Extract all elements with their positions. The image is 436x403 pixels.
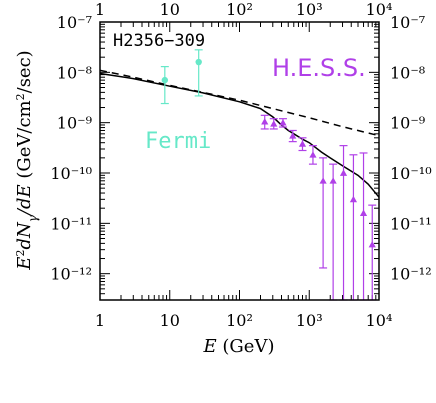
hess-data-point: [339, 169, 348, 176]
x-axis-label: E (GeV): [203, 336, 275, 357]
y-tick-label-left: 10⁻¹²: [50, 265, 92, 284]
x-tick-label-bottom: 10²: [226, 311, 253, 330]
source-label: H2356−309: [113, 31, 205, 51]
y-tick-label-right: 10⁻⁸: [390, 63, 425, 82]
model-curve-solid: [99, 72, 380, 198]
x-tick-label-bottom: 1: [95, 311, 105, 330]
y-tick-label-left: 10⁻⁹: [57, 114, 93, 133]
x-tick-label-top: 10⁴: [366, 0, 393, 19]
hess-data-point: [368, 240, 376, 248]
hess-data-point: [298, 140, 307, 147]
x-tick-label-top: 10: [160, 0, 180, 19]
x-tick-label-bottom: 10⁴: [366, 311, 393, 330]
hess-data-point: [319, 177, 327, 184]
y-tick-label-right: 10⁻¹²: [390, 265, 432, 284]
hess-data-point: [279, 119, 287, 126]
y-tick-label-right: 10⁻¹¹: [390, 214, 432, 233]
y-tick-label-left: 10⁻⁷: [57, 13, 92, 32]
hess-data-point: [359, 209, 368, 216]
fermi-data-point: [195, 58, 202, 66]
y-tick-label-right: 10⁻⁷: [390, 13, 425, 32]
y-tick-label-right: 10⁻¹⁰: [390, 164, 432, 183]
fermi-data-point: [161, 76, 169, 84]
x-tick-label-bottom: 10³: [296, 311, 323, 330]
hess-data-point: [289, 132, 297, 139]
hess-data-point: [309, 151, 317, 158]
y-axis-label: E2dNγ/dE (GeV/cm2/sec): [14, 50, 41, 270]
x-tick-label-top: 10³: [296, 0, 323, 19]
x-tick-label-top: 1: [95, 0, 105, 19]
x-tick-label-bottom: 10: [160, 311, 180, 330]
model-curves: [99, 69, 380, 198]
y-tick-label-right: 10⁻⁹: [390, 114, 426, 133]
axis-ticks: [99, 21, 379, 301]
hess-data-point: [349, 195, 358, 203]
plot-frame: [99, 21, 380, 301]
y-tick-label-left: 10⁻¹⁰: [50, 164, 92, 183]
data-points: [160, 49, 377, 301]
x-tick-label-top: 10²: [226, 0, 253, 19]
hess-data-point: [329, 177, 337, 184]
y-tick-label-left: 10⁻¹¹: [50, 214, 92, 233]
hess-data-point: [261, 118, 269, 125]
y-tick-label-left: 10⁻⁸: [57, 63, 92, 82]
legend-hess-label: H.E.S.S.: [272, 54, 366, 82]
hess-data-point: [270, 120, 278, 127]
legend-fermi-label: Fermi: [145, 129, 211, 154]
